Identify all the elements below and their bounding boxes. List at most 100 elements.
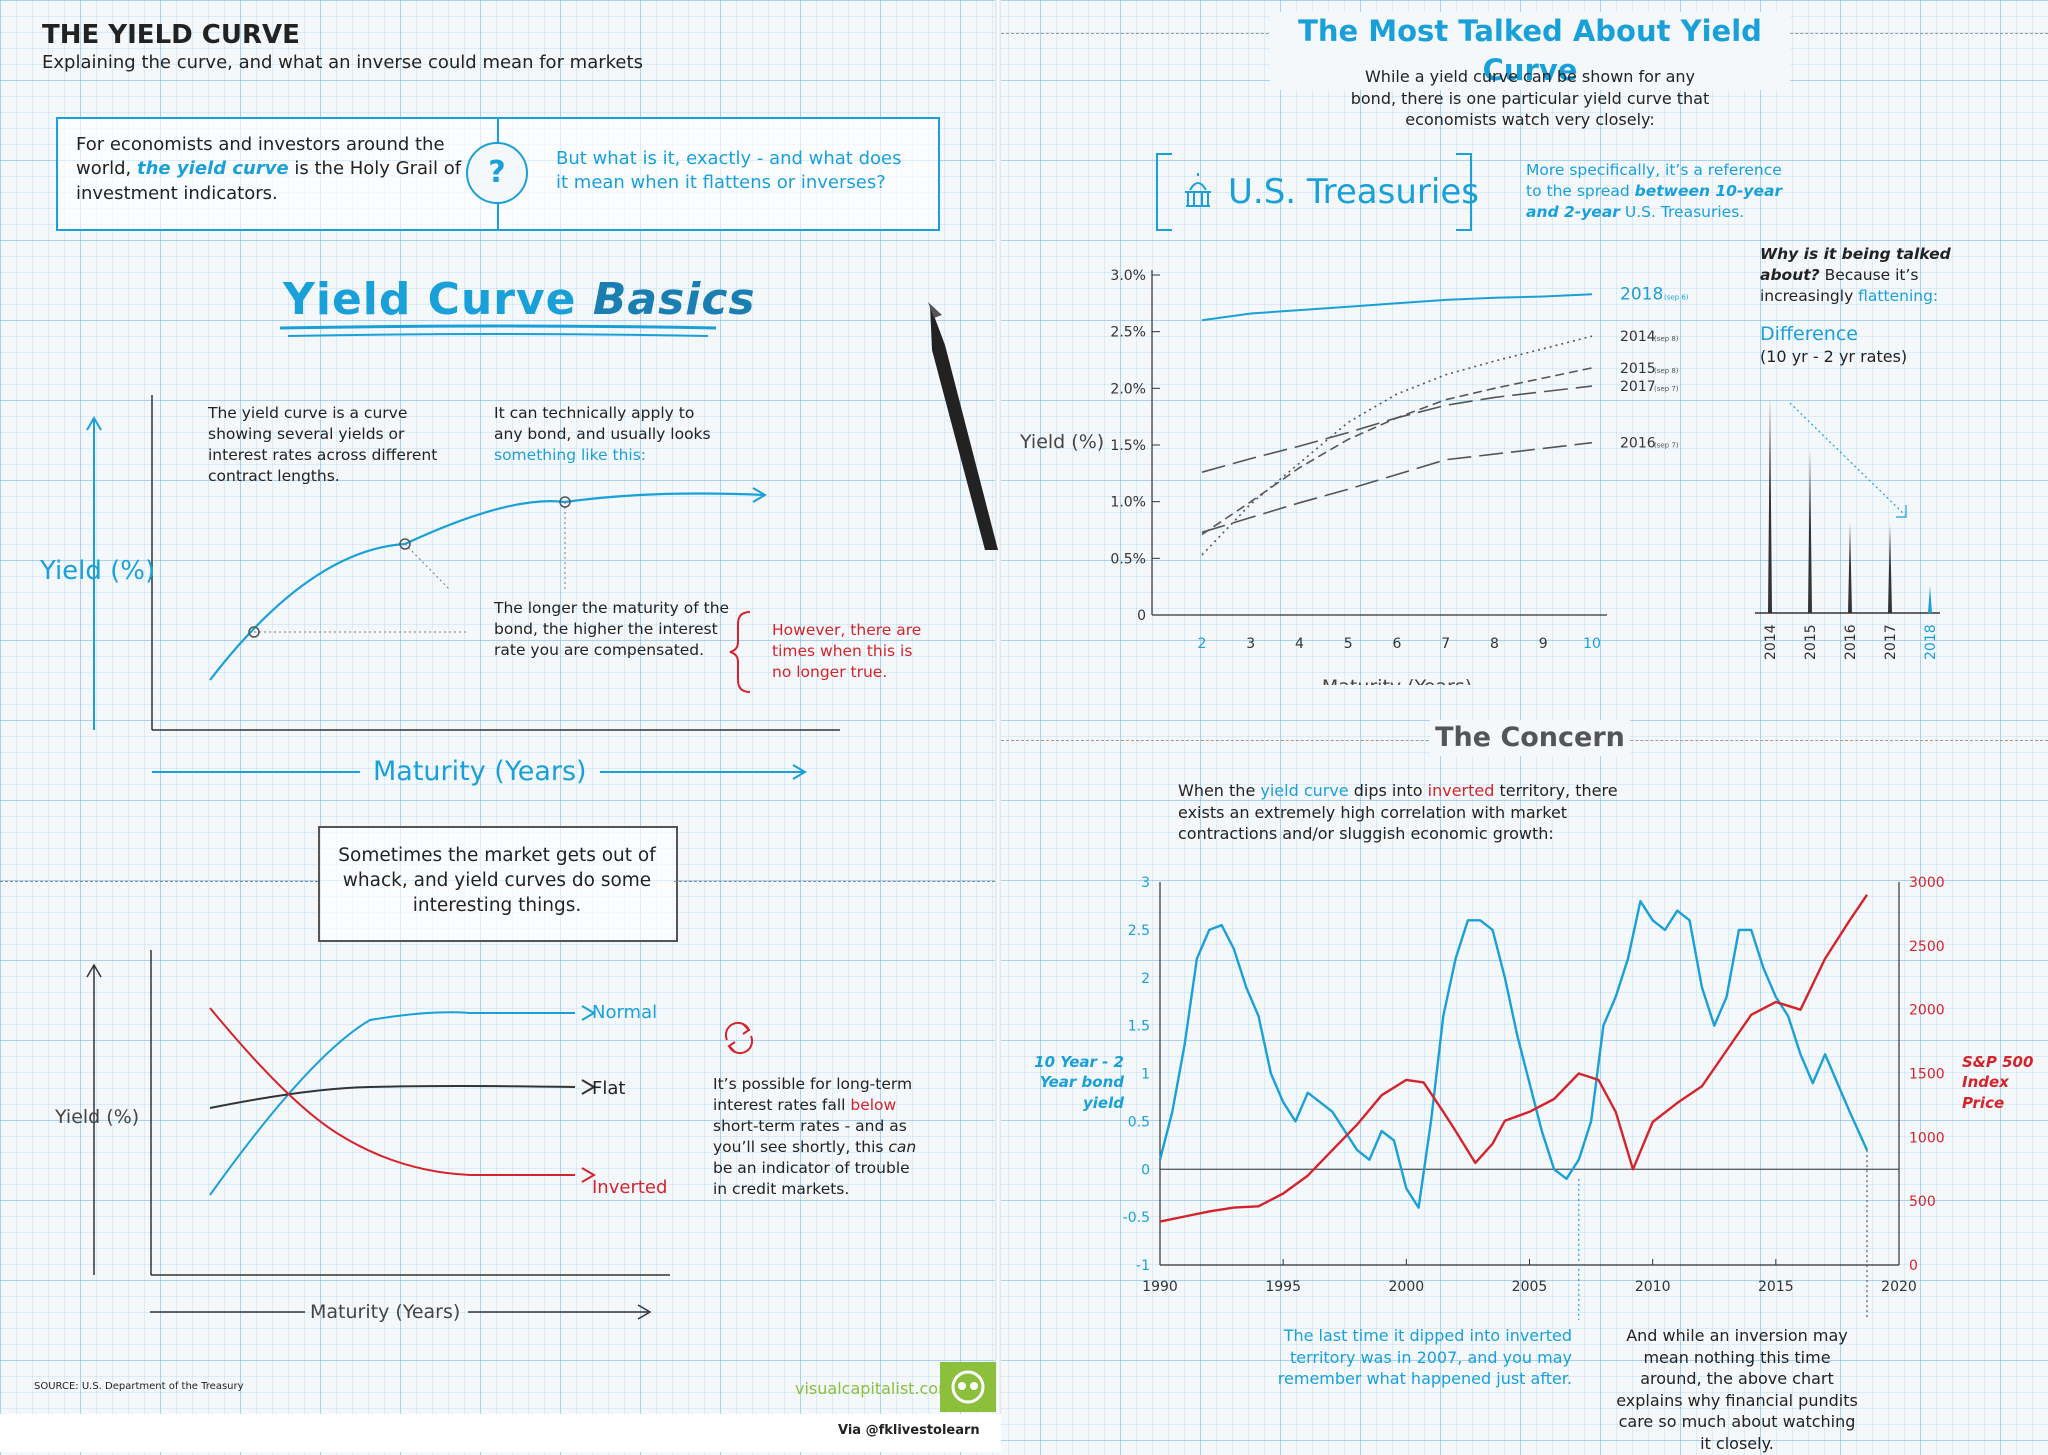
red-brace	[729, 611, 751, 693]
right-title: The Most Talked About Yield Curve	[1270, 12, 1790, 91]
question-text: But what is it, exactly - and what does …	[556, 148, 902, 194]
series-line-2016	[1201, 441, 1593, 534]
series-label-2015: 2015	[1620, 361, 1656, 377]
curve-point-3	[559, 496, 571, 508]
label-normal: Normal	[592, 1002, 658, 1023]
x-tick-label: 10	[1583, 636, 1601, 652]
flat-curve	[209, 1085, 576, 1109]
left-tick-label: 1.5	[1128, 1019, 1150, 1035]
bottom-note-2007: The last time it dipped into inverted te…	[1277, 1326, 1572, 1389]
left-tick-label: 2	[1141, 971, 1150, 987]
x-tick-label: 1995	[1265, 1279, 1301, 1295]
x-tick-label: 2020	[1881, 1279, 1917, 1295]
trend-arrowhead	[1896, 505, 1907, 518]
right-intro: While a yield curve can be shown for any…	[1350, 67, 1710, 130]
y-tick-label: 1.0%	[1110, 495, 1146, 511]
label-flat: Flat	[592, 1078, 626, 1099]
series-line-2017	[1201, 385, 1593, 473]
x-tick-label: 4	[1295, 636, 1304, 652]
bar-label-2018: 2018	[1923, 624, 1939, 660]
treasury-y-axis-title: Yield (%)	[1019, 431, 1104, 453]
series-label-2016: 2016	[1620, 436, 1656, 452]
bar-2017	[1888, 524, 1892, 613]
treasury-x-axis-title: Maturity (Years)	[1322, 676, 1472, 685]
note-however: However, there are times when this is no…	[772, 621, 922, 681]
series-line-2018	[1201, 293, 1593, 322]
footer-bar	[0, 1414, 1001, 1452]
y-tick-label: 2.5%	[1110, 325, 1146, 341]
question-icon: ?	[466, 142, 528, 204]
left-tick-label: 0.5	[1128, 1114, 1150, 1130]
intro-text: For economists and investors around the …	[76, 134, 462, 204]
dotted-line-left	[0, 881, 318, 882]
basics-curve-arrowhead	[752, 487, 767, 503]
page-subtitle: Explaining the curve, and what an invers…	[42, 52, 643, 73]
series-label-2014: 2014	[1620, 329, 1656, 345]
pencil-decoration	[928, 302, 998, 550]
left-tick-label: 3	[1141, 875, 1150, 891]
x-tick-label: 6	[1393, 636, 1402, 652]
x-tick-label: 1990	[1142, 1279, 1178, 1295]
market-text: Sometimes the market gets out of whack, …	[338, 845, 656, 916]
bar-label-2017: 2017	[1883, 624, 1899, 660]
brand-logo-icon	[940, 1362, 996, 1412]
normal-curve	[209, 1011, 575, 1196]
trend-arrow	[1789, 402, 1906, 516]
y-tick-label: 1.5%	[1110, 438, 1146, 454]
diff-title: Difference	[1760, 323, 1858, 345]
concern-text: When the yield curve dips into inverted …	[1178, 781, 1618, 844]
axis-y2-label: Yield (%)	[55, 1106, 140, 1128]
left-tick-label: -1	[1136, 1258, 1150, 1274]
series-date-2018: (sep 6)	[1664, 293, 1689, 301]
series-left	[1158, 900, 1869, 1209]
treasuries-label: U.S. Treasuries	[1228, 172, 1479, 212]
curve-types-diagram	[86, 950, 670, 1276]
right-tick-label: 500	[1909, 1194, 1936, 1210]
inverted-curve	[209, 1007, 575, 1176]
bar-label-2015: 2015	[1803, 624, 1819, 660]
basics-heading: Yield Curve Basics	[283, 274, 756, 325]
difference-bar-chart: 2014 2015 2016 2017 2018	[1755, 395, 1940, 660]
y-tick-label: 0.5%	[1110, 551, 1146, 567]
series-date-2016: (sep 7)	[1654, 442, 1679, 450]
right-tick-label: 2500	[1909, 939, 1945, 955]
basics-underline	[279, 324, 717, 337]
right-tick-label: 1500	[1909, 1067, 1945, 1083]
treasuries-frame	[1156, 153, 1472, 231]
why-note: Why is it being talked about? Because it…	[1760, 245, 1951, 305]
page-title: THE YIELD CURVE	[42, 20, 300, 50]
possible-note: It’s possible for long-term interest rat…	[713, 1075, 917, 1198]
right-tick-label: 0	[1909, 1258, 1918, 1274]
basics-y-axis-arrow	[86, 416, 102, 730]
spread-note: More specifically, it’s a reference to t…	[1526, 161, 1783, 221]
x-tick-label: 9	[1539, 636, 1548, 652]
label-inverted: Inverted	[592, 1177, 668, 1198]
y-tick-label: 3.0%	[1110, 268, 1146, 284]
left-tick-label: 2.5	[1128, 923, 1150, 939]
bar-label-2016: 2016	[1843, 624, 1859, 660]
x-tick-label: 2000	[1389, 1279, 1425, 1295]
bottom-note-inversion: And while an inversion may mean nothing …	[1616, 1326, 1858, 1453]
brand-link[interactable]: visualcapitalist.com	[795, 1379, 954, 1398]
series-line-2014	[1201, 335, 1593, 556]
via-credit: Via @fklivestolearn	[838, 1423, 980, 1438]
bar-2015	[1808, 448, 1812, 613]
basics-x-axis-arrow	[152, 764, 807, 780]
bar-2016	[1848, 523, 1852, 613]
market-box	[318, 826, 678, 942]
bar-2018	[1928, 586, 1932, 613]
x-tick-label: 8	[1490, 636, 1499, 652]
right-tick-label: 2000	[1909, 1003, 1945, 1019]
note-longer: The longer the maturity of the bond, the…	[494, 599, 730, 659]
left-tick-label: -0.5	[1123, 1210, 1150, 1226]
concern-title: The Concern	[1430, 720, 1630, 757]
spread-vs-sp500-chart: -1 -0.5 0 0.5 1 1.5 2 2.5 3 0 500 1000 1500 2000 2500 3…	[1123, 875, 1945, 1320]
capitol-icon	[1185, 173, 1211, 207]
treasury-yield-chart: 0 0.5% 1.0% 1.5% 2.0% 2.5% 3.0% 2 3 4 5 6 7 8 9 10 Matur…	[1019, 268, 1689, 685]
x-tick-label: 2015	[1758, 1279, 1794, 1295]
x-tick-label: 2005	[1512, 1279, 1548, 1295]
note-apply: It can technically apply to any bond, an…	[494, 404, 711, 464]
series-date-2015: (sep 8)	[1654, 367, 1679, 375]
y-tick-label: 0	[1137, 608, 1146, 624]
series-label-2018: 2018	[1620, 284, 1663, 304]
